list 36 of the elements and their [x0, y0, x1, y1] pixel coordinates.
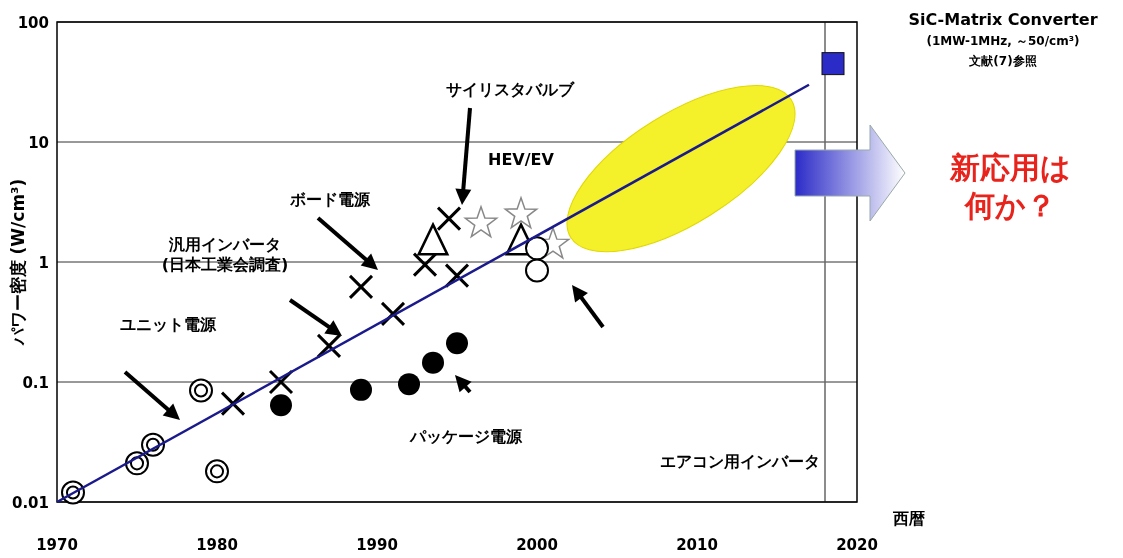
point: [821, 52, 845, 76]
annotation: 汎用インバータ (日本工業会調査): [161, 235, 289, 274]
point: [412, 252, 438, 278]
annotation: エアコン用インバータ: [660, 452, 820, 471]
y-axis-title: パワー密度 (W/cm³): [8, 178, 28, 347]
point: [446, 332, 468, 355]
point: [504, 197, 538, 229]
x-tick-label: 1980: [196, 536, 238, 554]
point: [270, 394, 292, 417]
x-axis-title: 西暦: [892, 509, 925, 528]
point: [422, 351, 444, 374]
y-tick-label: 1: [38, 254, 49, 272]
annotation: HEV/EV: [488, 150, 555, 169]
x-tick-label: 2020: [836, 536, 878, 554]
x-tick-label: 1990: [356, 536, 398, 554]
point: [464, 206, 498, 238]
x-tick-label: 2000: [516, 536, 558, 554]
y-tick-label: 100: [17, 14, 49, 32]
annotation: パッケージ電源: [409, 427, 523, 446]
y-tick-label: 10: [28, 134, 49, 152]
point: [436, 206, 462, 232]
point: [350, 378, 372, 401]
point: [525, 236, 549, 261]
text: SiC-Matrix Converter (1MW-1MHz, ～50/cm³) 文献(7)参照: [908, 10, 1098, 68]
text: 新応用は何か？: [948, 150, 1071, 223]
point: [398, 373, 420, 396]
annotation: ボード電源: [289, 190, 371, 209]
point: [348, 274, 374, 300]
annotation: ユニット電源: [120, 315, 217, 334]
x-tick-label: 2010: [676, 536, 718, 554]
point: [316, 333, 342, 359]
y-tick-label: 0.01: [11, 494, 49, 512]
annotation: サイリスタバルブ: [446, 80, 575, 99]
point: [525, 258, 549, 283]
y-tick-label: 0.1: [22, 374, 49, 392]
x-tick-label: 1970: [36, 536, 78, 554]
